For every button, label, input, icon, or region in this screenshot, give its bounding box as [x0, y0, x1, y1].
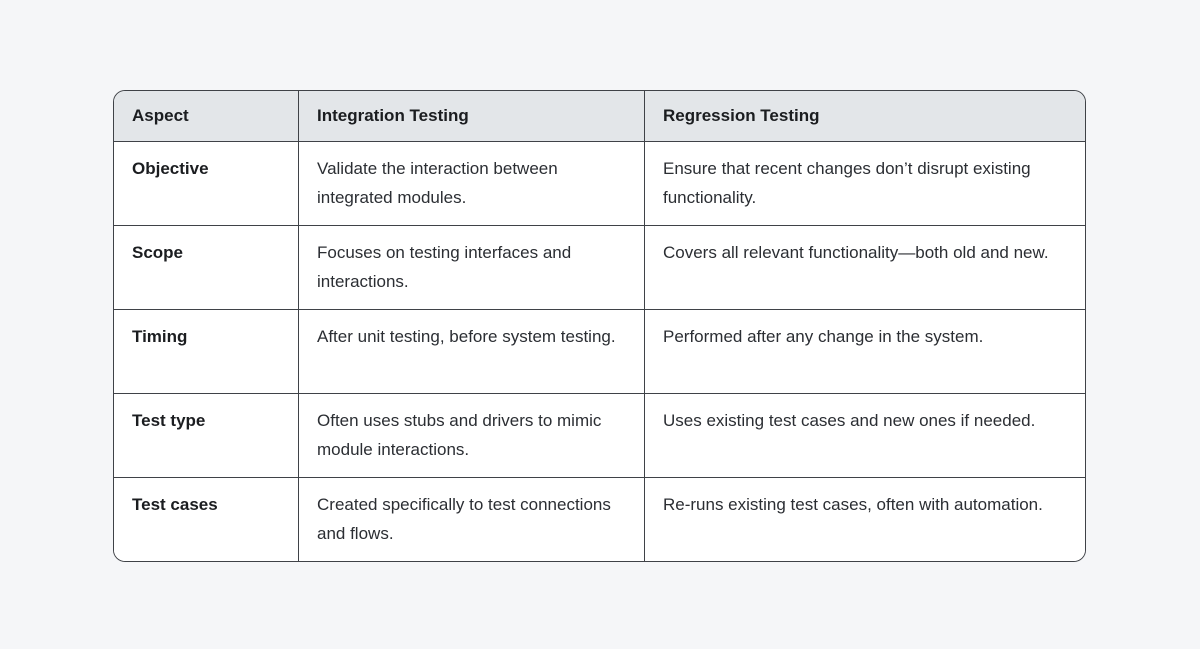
- aspect-cell: Test cases: [114, 478, 298, 561]
- integration-cell: Validate the interaction between integra…: [298, 142, 644, 225]
- regression-cell: Uses existing test cases and new ones if…: [644, 394, 1085, 477]
- aspect-cell: Test type: [114, 394, 298, 477]
- aspect-cell: Objective: [114, 142, 298, 225]
- column-header-integration-testing: Integration Testing: [298, 91, 644, 141]
- table-row-test-type: Test type Often uses stubs and drivers t…: [114, 393, 1085, 477]
- regression-cell: Performed after any change in the system…: [644, 310, 1085, 393]
- integration-cell: Focuses on testing interfaces and intera…: [298, 226, 644, 309]
- column-header-regression-testing: Regression Testing: [644, 91, 1085, 141]
- integration-cell: Created specifically to test connections…: [298, 478, 644, 561]
- column-header-aspect: Aspect: [114, 91, 298, 141]
- aspect-cell: Scope: [114, 226, 298, 309]
- table-row-test-cases: Test cases Created specifically to test …: [114, 477, 1085, 561]
- regression-cell: Covers all relevant functionality—both o…: [644, 226, 1085, 309]
- table-header-row: Aspect Integration Testing Regression Te…: [114, 91, 1085, 141]
- comparison-table: Aspect Integration Testing Regression Te…: [113, 90, 1086, 562]
- aspect-cell: Timing: [114, 310, 298, 393]
- regression-cell: Ensure that recent changes don’t disrupt…: [644, 142, 1085, 225]
- table-row-timing: Timing After unit testing, before system…: [114, 309, 1085, 393]
- integration-cell: Often uses stubs and drivers to mimic mo…: [298, 394, 644, 477]
- integration-cell: After unit testing, before system testin…: [298, 310, 644, 393]
- table-row-objective: Objective Validate the interaction betwe…: [114, 141, 1085, 225]
- regression-cell: Re-runs existing test cases, often with …: [644, 478, 1085, 561]
- table-row-scope: Scope Focuses on testing interfaces and …: [114, 225, 1085, 309]
